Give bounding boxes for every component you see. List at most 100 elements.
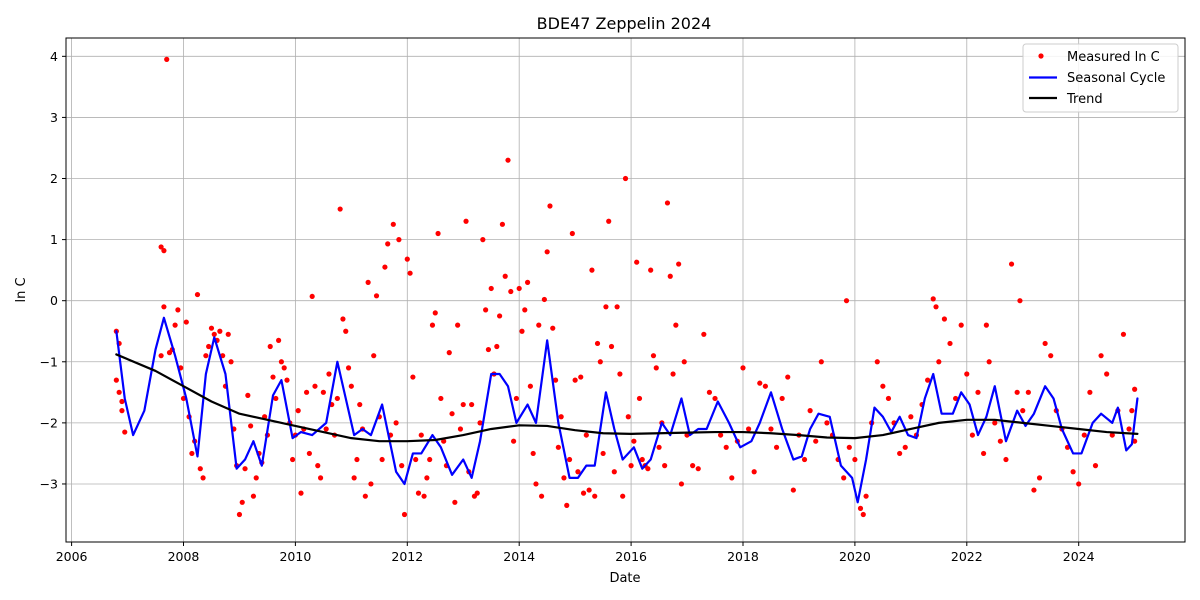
measured-point xyxy=(902,444,908,450)
measured-point xyxy=(583,432,589,438)
measured-point xyxy=(712,395,718,402)
measured-point xyxy=(681,359,687,365)
measured-point xyxy=(969,432,975,438)
measured-point xyxy=(527,383,533,389)
measured-point xyxy=(485,346,492,353)
measured-point xyxy=(653,365,659,371)
measured-point xyxy=(768,426,774,432)
measured-point xyxy=(544,249,550,255)
x-tick-label: 2020 xyxy=(839,549,871,564)
measured-point xyxy=(345,365,352,371)
measured-point xyxy=(580,490,587,496)
measured-point xyxy=(843,298,850,304)
measured-point xyxy=(488,285,494,292)
measured-point xyxy=(885,395,892,402)
measured-point xyxy=(203,353,209,359)
measured-point xyxy=(1014,389,1020,395)
measured-point xyxy=(189,450,195,457)
measured-point xyxy=(589,267,595,273)
measured-point xyxy=(958,322,964,328)
measured-point xyxy=(555,444,561,450)
measured-point xyxy=(208,325,215,331)
measured-point xyxy=(183,319,189,325)
measured-point xyxy=(684,432,690,438)
measured-point xyxy=(281,365,287,371)
measured-point xyxy=(278,359,285,365)
measured-point xyxy=(161,248,167,254)
measured-point xyxy=(670,371,676,377)
measured-point xyxy=(617,371,623,377)
measured-point xyxy=(158,244,164,250)
measured-point xyxy=(390,221,396,227)
measured-point xyxy=(194,291,201,298)
measured-point xyxy=(645,466,651,472)
measured-point xyxy=(611,469,617,475)
measured-point xyxy=(273,395,279,402)
y-tick-label: 4 xyxy=(50,49,58,64)
measured-point xyxy=(116,389,122,395)
measured-point xyxy=(1008,261,1015,267)
x-tick-label: 2012 xyxy=(391,549,423,564)
measured-point xyxy=(460,401,466,408)
measured-point xyxy=(813,438,819,444)
measured-point xyxy=(113,377,119,383)
measured-point xyxy=(1092,463,1099,469)
measured-point xyxy=(158,353,164,359)
seasonal-cycle-line xyxy=(115,316,1139,504)
measured-point xyxy=(455,322,461,328)
measured-point xyxy=(248,423,254,429)
measured-point xyxy=(401,511,408,518)
measured-point xyxy=(1020,408,1026,414)
measured-point xyxy=(228,359,234,365)
measured-point xyxy=(552,377,559,383)
measured-point xyxy=(1031,487,1037,493)
measured-point xyxy=(1017,298,1023,304)
measured-point xyxy=(508,288,514,295)
measured-point xyxy=(631,438,637,444)
measured-point xyxy=(606,218,612,224)
measured-point xyxy=(393,420,399,426)
measured-point xyxy=(790,487,796,493)
measured-point xyxy=(371,353,377,359)
measured-point xyxy=(421,493,427,499)
measured-point xyxy=(930,296,936,302)
series-layer xyxy=(113,56,1139,518)
y-tick-label: 0 xyxy=(50,293,58,308)
measured-point xyxy=(494,343,500,350)
measured-point xyxy=(250,493,257,499)
measured-point xyxy=(1126,426,1132,432)
measured-point xyxy=(530,450,536,457)
measured-point xyxy=(536,322,542,328)
measured-point xyxy=(592,493,598,499)
measured-point xyxy=(801,456,808,463)
measured-point xyxy=(569,230,575,237)
measured-point xyxy=(656,444,662,450)
measured-point xyxy=(857,505,864,511)
measured-point xyxy=(446,350,452,356)
y-tick-label: −3 xyxy=(40,476,58,491)
measured-point xyxy=(379,456,385,463)
measured-point xyxy=(762,383,768,389)
measured-point xyxy=(306,450,312,457)
measured-point xyxy=(253,475,259,481)
measured-point xyxy=(572,377,578,383)
measured-point xyxy=(908,414,914,420)
measured-point xyxy=(541,296,547,303)
measured-point xyxy=(284,377,290,383)
measured-point xyxy=(634,259,640,265)
measured-point xyxy=(824,420,830,426)
measured-point xyxy=(217,328,223,334)
measured-point xyxy=(343,328,349,334)
measured-point xyxy=(852,456,858,463)
x-tick-label: 2010 xyxy=(279,549,311,564)
measured-point xyxy=(1098,353,1104,359)
measured-point xyxy=(206,343,212,350)
y-tick-label: 2 xyxy=(50,171,58,186)
x-axis: 2006 2008 2010 2012 2014 2016 2018 2020 2022 2024 xyxy=(56,542,1095,564)
measured-point xyxy=(594,340,601,347)
x-tick-label: 2022 xyxy=(951,549,983,564)
measured-point xyxy=(983,322,989,328)
measured-point xyxy=(317,475,324,481)
measured-point xyxy=(779,395,785,402)
measured-point xyxy=(561,475,567,481)
